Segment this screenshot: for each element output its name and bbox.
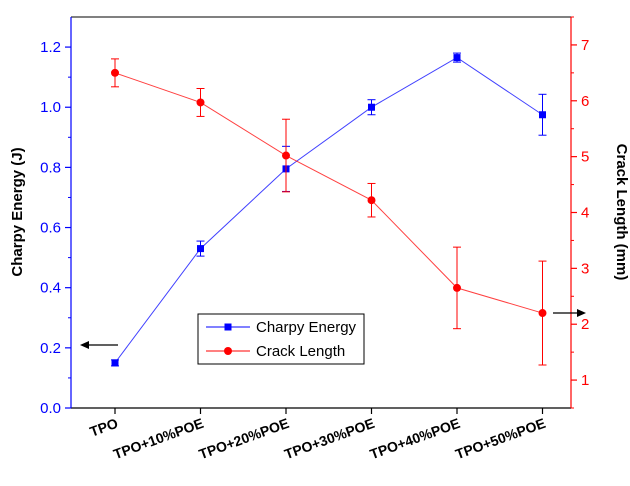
legend-box	[197, 313, 365, 365]
data-point-circle	[196, 98, 205, 107]
left-tick-label: 0.0	[40, 400, 61, 417]
legend-item-crack-length: Crack Length	[206, 343, 345, 360]
left-axis-ticks: 0.0 0.2 0.4 0.6 0.8 1.0 1.2	[40, 39, 71, 417]
right-tick-label: 7	[581, 37, 589, 54]
right-axis-arrow	[553, 309, 586, 317]
series-layer	[111, 52, 547, 367]
data-point-square	[197, 245, 204, 253]
data-point-square	[539, 111, 546, 119]
right-tick-label: 5	[581, 149, 589, 166]
left-tick-label: 1.0	[40, 99, 61, 116]
series-line	[114, 72, 543, 314]
left-tick-label: 1.2	[40, 39, 61, 56]
data-point-square	[453, 54, 461, 62]
data-point-circle	[367, 196, 376, 205]
legend-label-crack: Crack Length	[256, 343, 345, 360]
left-axis-title: Charpy Energy (J)	[9, 147, 26, 276]
right-axis-ticks: 1 2 3 4 5 6 7	[571, 16, 589, 409]
data-point-square	[111, 359, 119, 367]
left-tick-label: 0.2	[40, 340, 61, 357]
data-point-circle	[282, 151, 290, 160]
data-point-square	[368, 103, 375, 111]
legend-marker-square	[224, 323, 232, 331]
legend-marker-circle	[224, 347, 232, 355]
data-point-circle	[111, 68, 119, 77]
legend-label-charpy: Charpy Energy	[256, 319, 357, 336]
series-line	[114, 57, 543, 364]
legend-item-charpy-energy: Charpy Energy	[206, 319, 357, 336]
data-point-circle	[538, 309, 547, 318]
left-axis-arrow	[80, 341, 118, 349]
right-tick-label: 1	[581, 372, 589, 389]
left-tick-label: 0.8	[40, 159, 61, 176]
right-axis-title: Crack Length (mm)	[613, 144, 630, 281]
left-tick-label: 0.4	[40, 280, 61, 297]
legend: Charpy Energy Crack Length	[197, 313, 365, 365]
right-tick-label: 4	[581, 205, 589, 222]
data-point-circle	[453, 283, 461, 292]
right-tick-label: 2	[581, 316, 589, 333]
right-tick-label: 6	[581, 93, 589, 110]
left-tick-label: 0.6	[40, 220, 61, 237]
right-tick-label: 3	[581, 260, 589, 277]
